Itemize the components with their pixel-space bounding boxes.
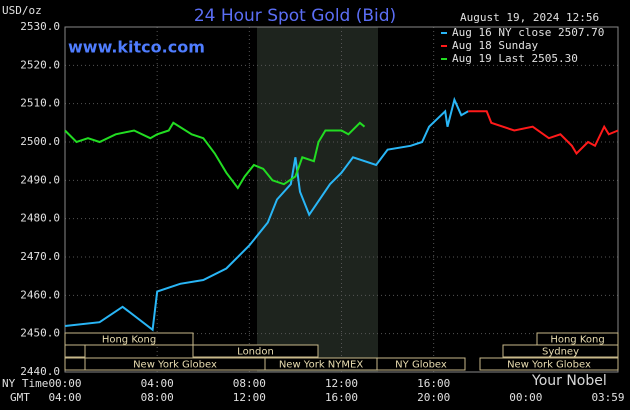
x-tick-label-gmt: 20:00 xyxy=(417,391,450,404)
y-tick-label: 2500.0 xyxy=(20,135,60,148)
y-tick-label: 2480.0 xyxy=(20,212,60,225)
x-tick-label: 12:00 xyxy=(325,377,358,390)
series-line xyxy=(64,121,366,190)
session-box xyxy=(376,357,466,371)
x-tick-label-gmt: 00:00 xyxy=(509,391,542,404)
x-tick-label-gmt: 16:00 xyxy=(325,391,358,404)
session-band xyxy=(257,27,378,372)
series-line xyxy=(64,96,469,332)
session-box xyxy=(192,344,319,358)
session-label: New York Globex xyxy=(133,360,217,371)
y-tick-label: 2470.0 xyxy=(20,250,60,263)
site-label: www.kitco.com xyxy=(68,38,205,57)
x-tick-label: 16:00 xyxy=(417,377,450,390)
legend-label: Aug 18 Sunday xyxy=(452,39,538,52)
session-label: NY Globex xyxy=(395,360,447,371)
y-tick-label: 2460.0 xyxy=(20,288,60,301)
x-tick-label: 04:00 xyxy=(141,377,174,390)
watermark: Your Nobel xyxy=(531,373,607,389)
y-tick-label: 2510.0 xyxy=(20,97,60,110)
session-label: Hong Kong xyxy=(550,335,604,346)
x-tick-label-gmt: 12:00 xyxy=(233,391,266,404)
session-box xyxy=(479,357,619,371)
y-tick-label: 2530.0 xyxy=(20,20,60,33)
y-tick-label: 2490.0 xyxy=(20,173,60,186)
series-line xyxy=(468,110,619,156)
session-label: Sydney xyxy=(542,347,579,358)
x-row-label: GMT xyxy=(10,391,30,404)
x-tick-label: 00:00 xyxy=(48,377,81,390)
x-tick-label-gmt: 04:00 xyxy=(48,391,81,404)
y-tick-label: 2520.0 xyxy=(20,58,60,71)
x-tick-label-gmt: 08:00 xyxy=(141,391,174,404)
session-label: New York Globex xyxy=(507,360,591,371)
x-row-label: NY Time xyxy=(2,377,48,390)
session-box xyxy=(64,344,86,358)
plot-frame xyxy=(64,26,619,373)
session-box xyxy=(64,357,86,371)
chart-title: 24 Hour Spot Gold (Bid) xyxy=(194,6,396,26)
session-label: Hong Kong xyxy=(102,335,156,346)
session-label: London xyxy=(237,347,274,358)
session-label: New York NYMEX xyxy=(279,360,364,371)
session-box xyxy=(64,332,194,346)
legend-label: Aug 16 NY close 2507.70 xyxy=(452,26,604,39)
x-tick-label-gmt: 03:59 xyxy=(591,391,624,404)
session-box xyxy=(502,344,619,358)
y-tick-label: 2450.0 xyxy=(20,327,60,340)
legend-label: Aug 19 Last 2505.30 xyxy=(452,52,578,65)
x-tick-label: 08:00 xyxy=(233,377,266,390)
y-tick-label: 2440.0 xyxy=(20,365,60,378)
y-unit: USD/oz xyxy=(2,4,42,17)
timestamp: August 19, 2024 12:56 xyxy=(460,11,599,24)
